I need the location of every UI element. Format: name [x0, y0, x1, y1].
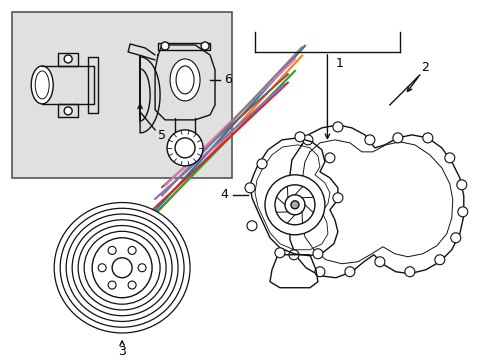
Circle shape	[285, 223, 294, 233]
Ellipse shape	[78, 226, 166, 310]
Circle shape	[92, 238, 152, 298]
Circle shape	[98, 264, 106, 272]
Circle shape	[374, 257, 384, 267]
Circle shape	[257, 159, 266, 169]
Circle shape	[422, 133, 432, 143]
Circle shape	[64, 55, 72, 63]
Circle shape	[332, 122, 342, 132]
Circle shape	[201, 42, 208, 50]
Bar	[12, 12, 231, 178]
Circle shape	[392, 133, 402, 143]
Circle shape	[457, 207, 467, 217]
Circle shape	[450, 233, 460, 243]
Circle shape	[128, 281, 136, 289]
Circle shape	[404, 267, 414, 277]
Circle shape	[344, 267, 354, 277]
Circle shape	[274, 185, 314, 225]
Circle shape	[364, 135, 374, 145]
Ellipse shape	[54, 203, 190, 333]
Ellipse shape	[84, 231, 160, 304]
Circle shape	[112, 258, 132, 278]
Circle shape	[456, 180, 466, 190]
Circle shape	[285, 195, 305, 215]
Ellipse shape	[176, 66, 194, 94]
Circle shape	[291, 193, 301, 203]
Circle shape	[314, 267, 324, 277]
Circle shape	[290, 201, 298, 209]
Ellipse shape	[72, 220, 172, 316]
Circle shape	[332, 193, 342, 203]
Ellipse shape	[170, 59, 200, 101]
Circle shape	[324, 153, 334, 163]
Circle shape	[303, 135, 312, 145]
Ellipse shape	[35, 71, 49, 99]
Circle shape	[434, 255, 444, 265]
Circle shape	[244, 183, 254, 193]
Circle shape	[175, 138, 195, 158]
Circle shape	[246, 221, 257, 231]
Circle shape	[288, 250, 298, 260]
Circle shape	[274, 248, 285, 258]
Text: 3: 3	[118, 345, 126, 358]
Circle shape	[264, 175, 324, 235]
Text: 5: 5	[158, 129, 166, 142]
Circle shape	[161, 42, 169, 50]
Circle shape	[64, 107, 72, 115]
Circle shape	[444, 153, 454, 163]
Circle shape	[108, 247, 116, 255]
Circle shape	[312, 249, 322, 259]
Ellipse shape	[31, 66, 53, 104]
Circle shape	[128, 247, 136, 255]
Text: 2: 2	[420, 62, 428, 75]
Circle shape	[294, 132, 305, 142]
Text: 6: 6	[224, 73, 231, 86]
Circle shape	[167, 130, 203, 166]
Ellipse shape	[66, 214, 178, 321]
Ellipse shape	[60, 208, 183, 327]
Circle shape	[108, 281, 116, 289]
Circle shape	[138, 264, 146, 272]
Text: 1: 1	[335, 58, 343, 71]
Text: 4: 4	[220, 188, 227, 201]
